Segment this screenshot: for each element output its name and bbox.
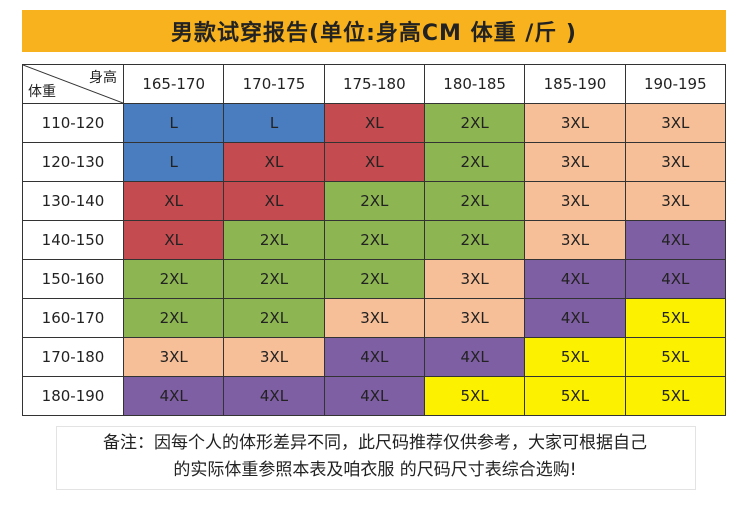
size-cell: XL [122,220,225,260]
weight-axis-label: 体重 [28,84,56,100]
size-cell: 5XL [524,376,626,416]
size-chart-body: 110-120 L L XL 2XL 3XL 3XL 120-130 L XL XL 2XL 3XL 3X… [22,103,727,416]
size-row: 140-150 XL 2XL 2XL 2XL 3XL 4XL [22,220,727,260]
size-cell: 2XL [122,259,225,299]
size-cell: L [122,142,225,182]
size-cell: 2XL [323,220,425,260]
size-cell: 4XL [323,376,425,416]
weight-row-header: 160-170 [22,298,124,338]
weight-row-header: 150-160 [22,259,124,299]
height-column-header: 165-170 [122,64,225,104]
size-cell: 2XL [323,259,425,299]
size-cell: 3XL [524,142,626,182]
size-row: 150-160 2XL 2XL 2XL 3XL 4XL 4XL [22,259,727,299]
size-cell: 5XL [624,376,727,416]
size-cell: 3XL [223,337,325,377]
size-row: 120-130 L XL XL 2XL 3XL 3XL [22,142,727,182]
size-cell: 3XL [624,181,727,221]
size-chart-table: 身高 体重 165-170 170-175 175-180 180-185 185-19… [22,64,727,416]
height-axis-label: 身高 [89,70,117,86]
size-cell: XL [323,103,425,143]
height-column-header: 185-190 [524,64,626,104]
size-cell: 4XL [423,337,526,377]
size-cell: 2XL [423,142,526,182]
size-cell: 2XL [122,298,225,338]
size-row: 110-120 L L XL 2XL 3XL 3XL [22,103,727,143]
size-cell: 2XL [423,103,526,143]
size-cell: 5XL [524,337,626,377]
weight-row-header: 120-130 [22,142,124,182]
height-column-header: 175-180 [323,64,425,104]
size-cell: XL [122,181,225,221]
size-cell: XL [323,142,425,182]
size-cell: XL [223,181,325,221]
size-cell: XL [223,142,325,182]
corner-header-cell: 身高 体重 [22,64,124,104]
size-cell: 3XL [524,220,626,260]
weight-row-header: 180-190 [22,376,124,416]
size-cell: 4XL [524,298,626,338]
size-row: 170-180 3XL 3XL 4XL 4XL 5XL 5XL [22,337,727,377]
size-cell: 2XL [423,181,526,221]
size-cell: 4XL [624,220,727,260]
weight-row-header: 110-120 [22,103,124,143]
size-cell: 2XL [423,220,526,260]
size-row: 180-190 4XL 4XL 4XL 5XL 5XL 5XL [22,376,727,416]
size-cell: 3XL [524,181,626,221]
size-cell: 4XL [323,337,425,377]
height-column-header: 180-185 [423,64,526,104]
size-cell: 2XL [323,181,425,221]
height-column-header: 170-175 [223,64,325,104]
size-cell: 3XL [624,103,727,143]
weight-row-header: 130-140 [22,181,124,221]
size-row: 160-170 2XL 2XL 3XL 3XL 4XL 5XL [22,298,727,338]
size-cell: 3XL [423,259,526,299]
size-cell: 3XL [624,142,727,182]
note-line-1: 备注：因每个人的体形差异不同，此尺码推荐仅供参考，大家可根据自己 [103,433,647,453]
size-cell: 4XL [524,259,626,299]
size-cell: 5XL [624,337,727,377]
height-column-header: 190-195 [624,64,727,104]
size-cell: 2XL [223,298,325,338]
size-cell: 3XL [323,298,425,338]
size-row: 130-140 XL XL 2XL 2XL 3XL 3XL [22,181,727,221]
size-cell: 4XL [122,376,225,416]
size-cell: 2XL [223,220,325,260]
size-cell: 3XL [122,337,225,377]
size-cell: L [223,103,325,143]
note-frame [56,426,696,490]
size-cell: 3XL [423,298,526,338]
note-text: 备注：因每个人的体形差异不同，此尺码推荐仅供参考，大家可根据自己 的实际体重参照… [56,430,694,484]
weight-row-header: 140-150 [22,220,124,260]
size-cell: 3XL [524,103,626,143]
title-banner: 男款试穿报告(单位:身高CM 体重 /斤 ) [22,10,726,52]
size-cell: 2XL [223,259,325,299]
size-cell: 4XL [223,376,325,416]
diagonal-divider [23,65,123,103]
size-cell: 5XL [423,376,526,416]
size-cell: 5XL [624,298,727,338]
page-title: 男款试穿报告(单位:身高CM 体重 /斤 ) [171,21,577,46]
weight-row-header: 170-180 [22,337,124,377]
note-line-2: 的实际体重参照本表及咱衣服 的尺码尺寸表综合选购! [173,460,577,480]
size-cell: L [122,103,225,143]
header-row: 身高 体重 165-170 170-175 175-180 180-185 185-19… [22,64,727,104]
size-cell: 4XL [624,259,727,299]
